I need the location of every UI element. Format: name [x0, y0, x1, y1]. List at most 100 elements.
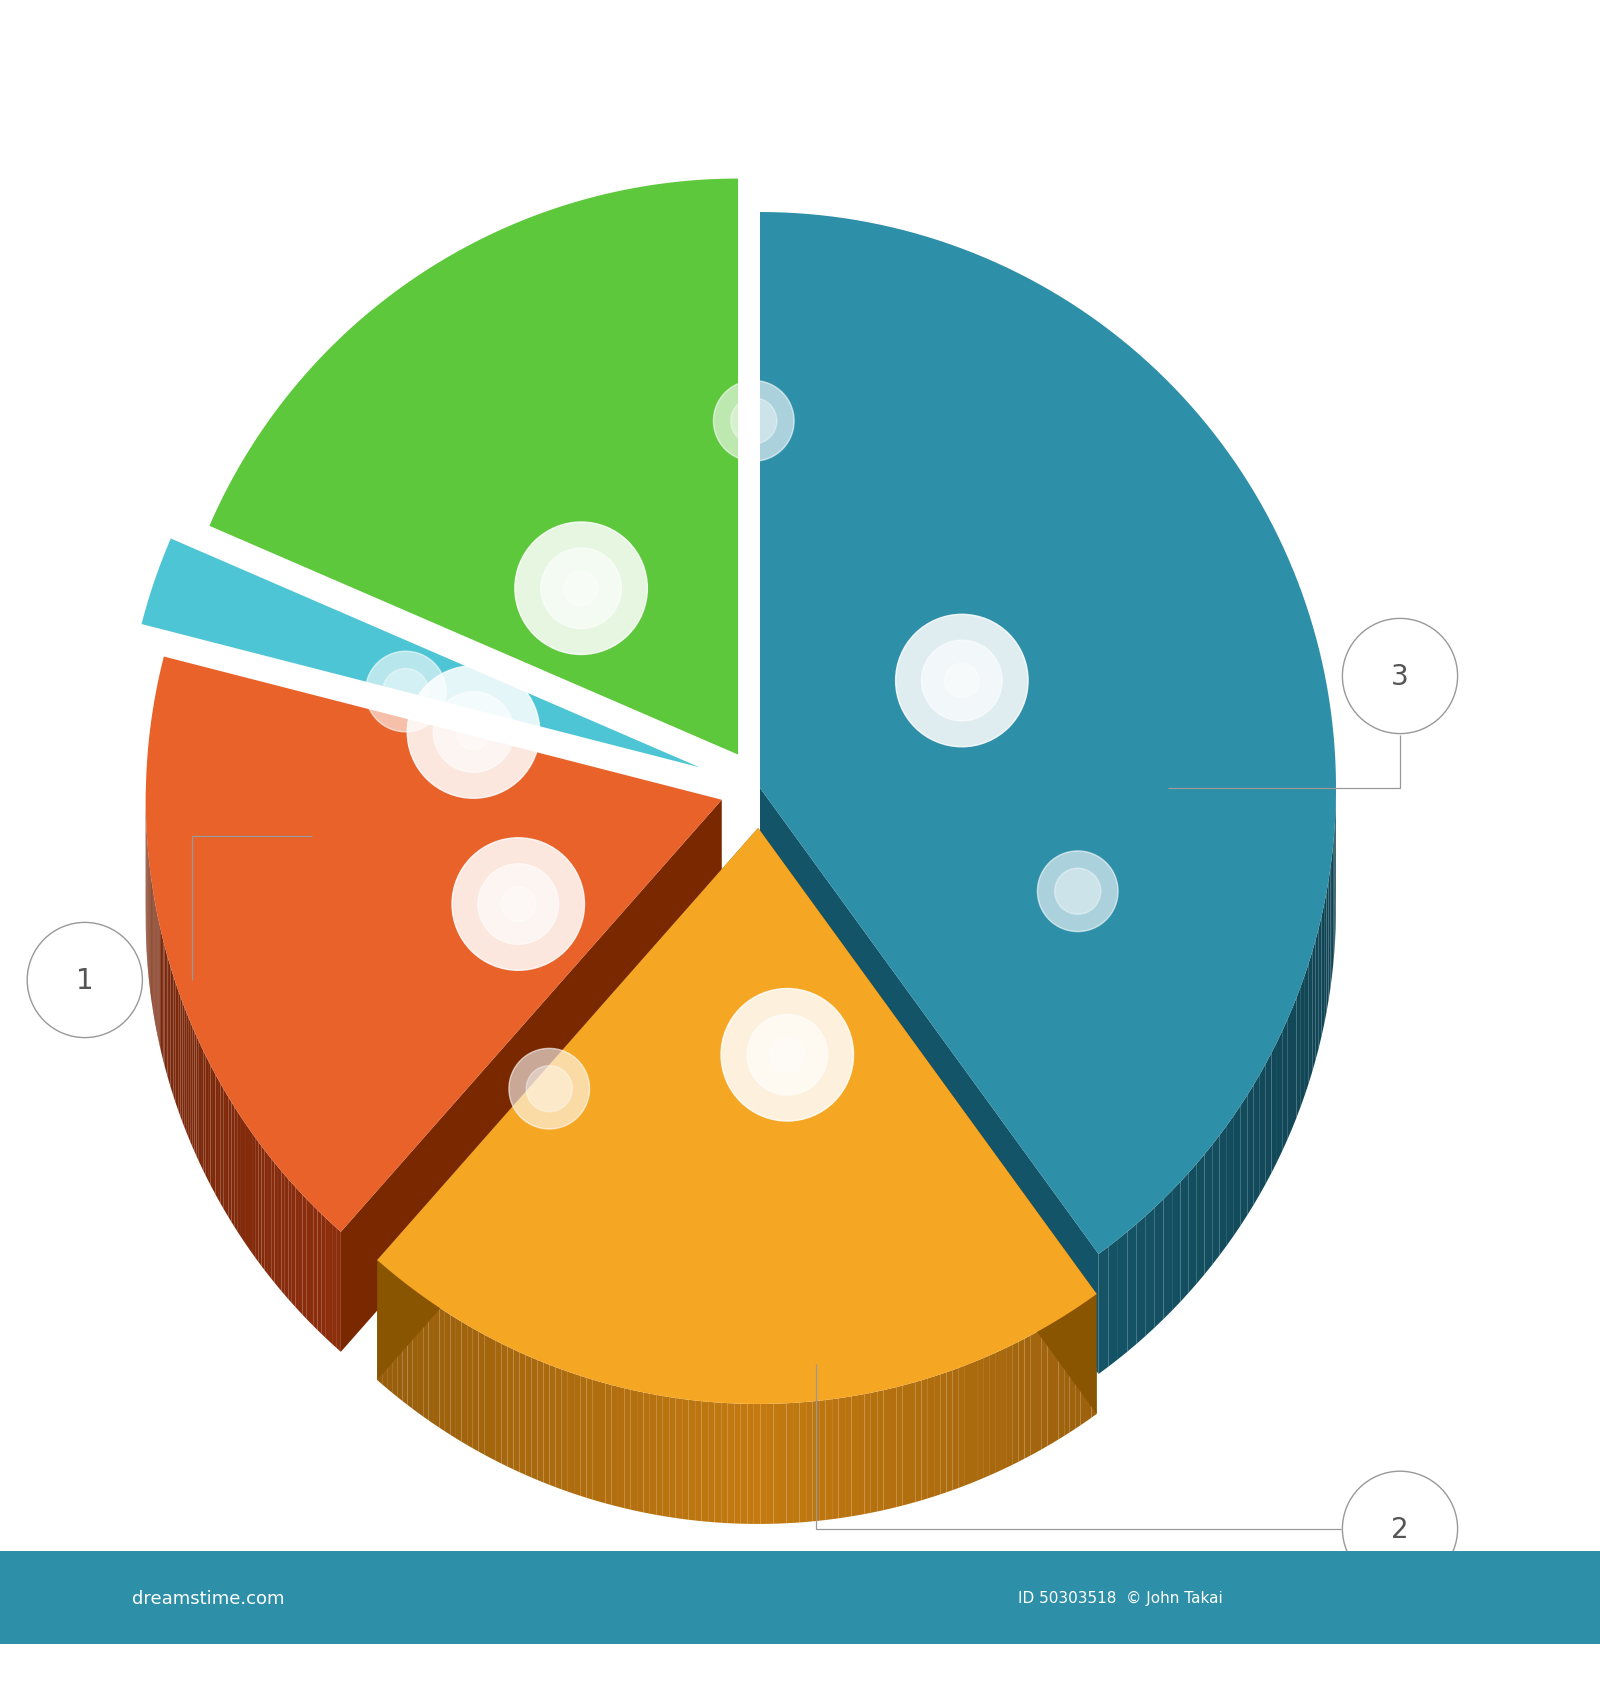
Polygon shape [722, 1404, 728, 1523]
Polygon shape [1227, 1116, 1234, 1245]
Polygon shape [314, 1206, 317, 1331]
Polygon shape [1181, 1172, 1189, 1302]
Polygon shape [232, 1103, 234, 1226]
Polygon shape [1064, 1312, 1070, 1436]
Polygon shape [1086, 1297, 1091, 1422]
Polygon shape [181, 997, 182, 1121]
Polygon shape [429, 1301, 434, 1424]
Text: ID 50303518  © John Takai: ID 50303518 © John Takai [1018, 1589, 1222, 1605]
Polygon shape [1240, 1096, 1248, 1226]
Polygon shape [656, 1395, 662, 1517]
Polygon shape [299, 1191, 302, 1316]
Polygon shape [440, 1307, 445, 1432]
Polygon shape [408, 1285, 413, 1409]
Polygon shape [1213, 1135, 1219, 1265]
Polygon shape [760, 213, 1336, 1255]
Polygon shape [682, 1398, 688, 1520]
Polygon shape [922, 1378, 928, 1500]
Polygon shape [1306, 963, 1309, 1094]
Circle shape [453, 838, 584, 971]
Polygon shape [581, 1377, 587, 1498]
Polygon shape [555, 1368, 562, 1490]
Polygon shape [1272, 1042, 1277, 1174]
Polygon shape [1163, 1191, 1173, 1319]
Circle shape [365, 652, 446, 733]
Circle shape [1342, 620, 1458, 735]
Polygon shape [734, 1404, 741, 1523]
Polygon shape [397, 1277, 402, 1402]
Polygon shape [1048, 1322, 1053, 1446]
Polygon shape [915, 1380, 922, 1502]
Circle shape [714, 382, 794, 461]
Polygon shape [478, 1331, 485, 1454]
Circle shape [382, 669, 429, 714]
Circle shape [747, 1015, 827, 1096]
Polygon shape [338, 1228, 341, 1351]
Polygon shape [947, 1370, 952, 1493]
Polygon shape [630, 1390, 637, 1512]
Polygon shape [272, 1159, 275, 1284]
Polygon shape [1259, 1064, 1266, 1194]
Polygon shape [819, 1400, 826, 1520]
Polygon shape [1234, 1106, 1240, 1236]
Polygon shape [934, 1375, 941, 1496]
Polygon shape [890, 1387, 896, 1508]
Polygon shape [978, 1358, 982, 1481]
Text: 3: 3 [1390, 662, 1410, 691]
Polygon shape [675, 1398, 682, 1518]
Polygon shape [650, 1393, 656, 1515]
Circle shape [731, 399, 778, 444]
Polygon shape [709, 1402, 715, 1522]
Polygon shape [598, 1382, 605, 1503]
Polygon shape [173, 973, 174, 1098]
Polygon shape [605, 1383, 611, 1505]
Polygon shape [382, 1265, 387, 1388]
Polygon shape [794, 1402, 800, 1523]
Circle shape [478, 865, 558, 944]
Polygon shape [1080, 1302, 1086, 1426]
Polygon shape [434, 1304, 440, 1427]
Polygon shape [1197, 1155, 1205, 1284]
Polygon shape [1322, 905, 1325, 1037]
Polygon shape [982, 1356, 989, 1478]
Polygon shape [813, 1400, 819, 1522]
Polygon shape [851, 1395, 858, 1517]
Polygon shape [662, 1397, 669, 1517]
Polygon shape [832, 1398, 838, 1520]
Polygon shape [392, 1274, 397, 1397]
Polygon shape [146, 657, 722, 1231]
Polygon shape [845, 1397, 851, 1517]
Polygon shape [643, 1393, 650, 1513]
Polygon shape [253, 1133, 254, 1258]
Polygon shape [877, 1390, 883, 1512]
Polygon shape [1053, 1319, 1059, 1442]
Polygon shape [224, 1089, 226, 1213]
Polygon shape [688, 1400, 694, 1520]
Polygon shape [544, 1363, 549, 1485]
Polygon shape [1013, 1341, 1019, 1464]
Polygon shape [1099, 1246, 1109, 1375]
Polygon shape [216, 1074, 218, 1199]
Polygon shape [1293, 998, 1296, 1130]
Polygon shape [611, 1385, 618, 1507]
Polygon shape [182, 1002, 184, 1127]
Polygon shape [213, 1071, 216, 1194]
Polygon shape [781, 1404, 787, 1523]
Polygon shape [1248, 1084, 1254, 1216]
Text: dreamstime.com: dreamstime.com [131, 1589, 285, 1606]
Polygon shape [413, 1289, 418, 1414]
Polygon shape [502, 1344, 507, 1466]
Circle shape [944, 664, 979, 699]
Text: 1: 1 [75, 966, 94, 995]
Polygon shape [387, 1268, 392, 1393]
Polygon shape [246, 1125, 250, 1250]
Circle shape [456, 716, 491, 750]
Polygon shape [176, 983, 178, 1108]
Polygon shape [507, 1346, 514, 1469]
Polygon shape [1318, 917, 1322, 1049]
Polygon shape [178, 988, 179, 1113]
Polygon shape [1325, 893, 1326, 1025]
Polygon shape [760, 789, 1099, 1375]
Polygon shape [1136, 1216, 1146, 1344]
Polygon shape [549, 1365, 555, 1488]
